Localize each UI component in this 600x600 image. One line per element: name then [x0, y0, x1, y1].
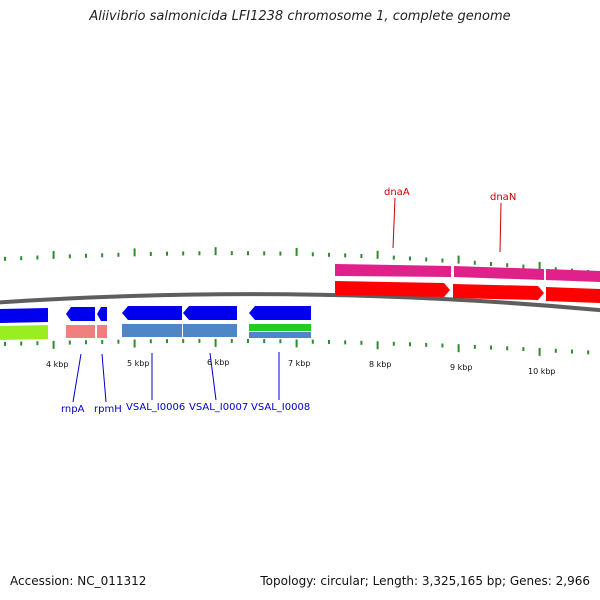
scale-label-9kbp: 9 kbp [450, 363, 472, 372]
feature-rnpA-gene-bar[interactable] [66, 325, 95, 338]
feature-VSAL_I0008-green-bar[interactable] [249, 324, 311, 331]
feature-dnaN-cds-arrow[interactable] [453, 284, 544, 300]
feature-rpmH-gene-bar[interactable] [97, 325, 107, 338]
feature-rnpA-cds-arrow[interactable] [66, 307, 95, 321]
gene-label-dnaA[interactable]: dnaA [384, 187, 410, 198]
page-title: Aliivibrio salmonicida LFI1238 chromosom… [89, 9, 511, 24]
feature-VSAL_I0006-cds-arrow[interactable] [122, 306, 182, 320]
scale-label-7kbp: 7 kbp [288, 359, 310, 368]
feature-VSAL_I0008-gene-bar[interactable] [249, 332, 311, 338]
feature-pink-bar-3[interactable] [546, 269, 600, 282]
gene-label-VSAL_I0006[interactable]: VSAL_I0006 [126, 402, 185, 413]
gene-label-VSAL_I0007[interactable]: VSAL_I0007 [189, 402, 248, 413]
chromosome-backbone [0, 292, 600, 313]
feature-dnaN-gene-bar[interactable] [454, 266, 544, 280]
rpmH-label-leader [101, 353, 107, 403]
feature-rpmH-cds-arrow[interactable] [97, 307, 107, 321]
gene-label-dnaN[interactable]: dnaN [490, 192, 516, 203]
feature-dnaA-gene-bar[interactable] [335, 264, 451, 277]
footer-accession: Accession: NC_011312 [10, 574, 147, 588]
feature-dnaA-cds-arrow[interactable] [335, 281, 450, 297]
feature-left-blue-bar[interactable] [0, 308, 48, 323]
VSAL_I0007-label-leader [209, 352, 217, 401]
feature-VSAL_I0007-cds-arrow[interactable] [183, 306, 237, 320]
scale-label-6kbp: 6 kbp [207, 358, 229, 367]
feature-VSAL_I0008-cds-arrow[interactable] [249, 306, 311, 320]
scale-label-5kbp: 5 kbp [127, 359, 149, 368]
dnaN-label-leader [499, 202, 502, 253]
scale-label-8kbp: 8 kbp [369, 360, 391, 369]
rnpA-label-leader [72, 353, 82, 403]
feature-left-lime-bar[interactable] [0, 325, 48, 340]
gene-label-VSAL_I0008[interactable]: VSAL_I0008 [251, 402, 310, 413]
gene-label-rnpA[interactable]: rnpA [61, 404, 85, 415]
inner-tick-ring [4, 338, 590, 356]
scale-label-4kbp: 4 kbp [46, 360, 68, 369]
feature-VSAL_I0006-gene-bar[interactable] [122, 324, 182, 337]
footer-summary: Topology: circular; Length: 3,325,165 bp… [260, 574, 590, 588]
feature-red-arrow-3[interactable] [546, 287, 600, 303]
scale-label-10kbp: 10 kbp [528, 367, 556, 376]
feature-VSAL_I0007-gene-bar[interactable] [183, 324, 237, 337]
gene-label-rpmH[interactable]: rpmH [94, 404, 122, 415]
dnaA-label-leader [392, 197, 396, 249]
